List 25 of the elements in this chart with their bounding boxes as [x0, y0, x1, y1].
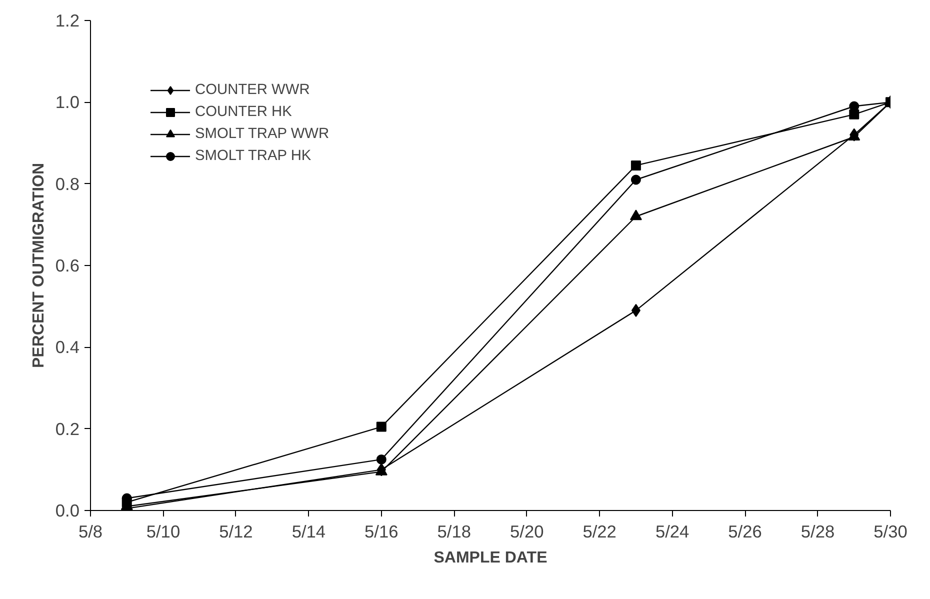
y-axis-title: PERCENT OUTMIGRATION: [30, 162, 48, 368]
x-tick-label: 5/14: [292, 522, 326, 542]
legend-label: SMOLT TRAP WWR: [195, 126, 330, 142]
y-tick-label: 0.2: [55, 418, 80, 439]
x-tick-label: 5/30: [874, 522, 908, 542]
x-tick-label: 5/10: [146, 522, 180, 542]
y-tick-label: 0.4: [55, 337, 80, 358]
y-tick-label: 0.6: [55, 256, 80, 276]
x-axis-title: SAMPLE DATE: [434, 550, 548, 566]
x-tick-label: 5/16: [364, 522, 398, 542]
legend-label: COUNTER HK: [195, 104, 292, 120]
x-tick-label: 5/12: [219, 522, 253, 542]
x-tick-label: 5/26: [728, 522, 762, 542]
y-tick-label: 1.2: [55, 10, 80, 30]
x-tick-label: 5/22: [582, 522, 616, 542]
x-tick-label: 5/8: [78, 522, 103, 542]
x-tick-label: 5/24: [655, 522, 690, 542]
y-tick-label: 0.8: [55, 174, 80, 194]
x-tick-label: 5/20: [510, 522, 544, 542]
x-tick-label: 5/28: [800, 522, 835, 542]
x-tick-label: 5/18: [437, 522, 472, 542]
legend-label: SMOLT TRAP HK: [195, 148, 312, 164]
y-tick-label: 0.0: [55, 500, 80, 520]
y-tick-label: 1.0: [55, 92, 80, 112]
legend-label: COUNTER WWR: [195, 82, 310, 98]
